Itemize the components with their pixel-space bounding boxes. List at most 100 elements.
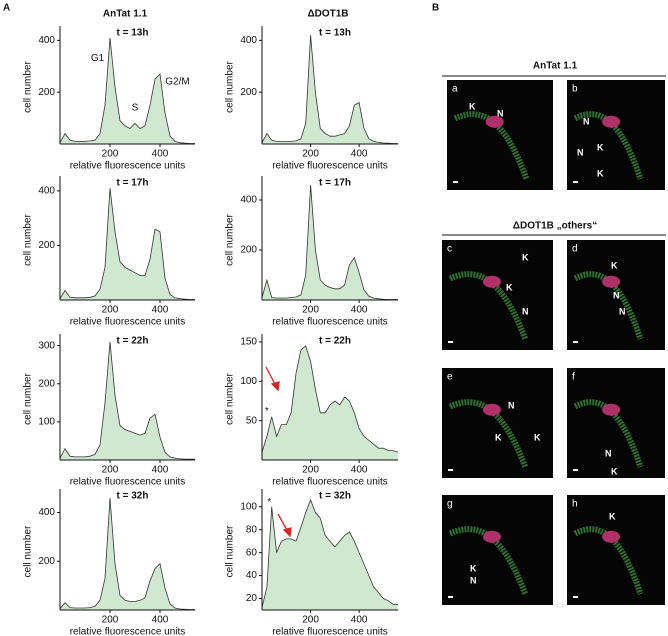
area-fill	[262, 35, 398, 145]
area-fill	[60, 188, 195, 300]
y-axis-label: cell number	[23, 525, 34, 577]
area-line	[59, 341, 195, 460]
image-label: N	[583, 116, 590, 126]
image-letter: d	[572, 244, 578, 255]
x-tick-label: 400	[351, 615, 368, 626]
x-axis-label: relative fluorescence units	[70, 477, 186, 488]
y-tick-label: 400	[38, 186, 55, 197]
scale-bar	[573, 341, 578, 343]
y-tick-label: 100	[38, 417, 55, 428]
image-letter: a	[452, 84, 458, 95]
x-tick-label: 200	[302, 149, 319, 160]
x-axis-label: relative fluorescence units	[70, 627, 186, 636]
y-tick-label: 400	[240, 195, 257, 206]
chart-title: t = 17h	[117, 178, 149, 189]
annotation: S	[132, 102, 139, 113]
area-line	[261, 35, 398, 144]
image-label: N	[605, 448, 612, 458]
image-label: K	[495, 432, 502, 442]
annotation: G2/M	[165, 76, 189, 87]
y-axis-label: cell number	[225, 60, 236, 112]
x-tick-label: 400	[351, 149, 368, 160]
area-line	[59, 497, 195, 610]
x-tick-label: 200	[302, 465, 319, 476]
area-line	[261, 498, 398, 608]
image-label: N	[522, 306, 529, 316]
y-tick-label: 400	[240, 35, 257, 46]
x-tick-label: 200	[102, 305, 119, 316]
x-axis-label: relative fluorescence units	[70, 317, 186, 328]
y-tick-label: 40	[246, 570, 258, 581]
area-fill	[60, 37, 195, 144]
section-header: ΔDOT1B „others“	[513, 221, 597, 232]
x-axis-label: relative fluorescence units	[272, 317, 388, 328]
image-letter: c	[447, 244, 452, 255]
scale-bar	[573, 181, 578, 183]
image-label: N	[577, 147, 584, 157]
y-tick-label: 50	[246, 415, 258, 426]
image-letter: e	[447, 372, 453, 383]
area-line	[59, 37, 195, 144]
y-tick-label: 200	[240, 245, 257, 256]
y-axis-label: cell number	[225, 525, 236, 577]
chart-title: t = 32h	[117, 491, 149, 502]
x-tick-label: 400	[152, 615, 169, 626]
nucleus	[482, 275, 501, 288]
x-axis-label: relative fluorescence units	[70, 161, 186, 172]
nucleus	[602, 275, 621, 288]
x-tick-label: 200	[102, 465, 119, 476]
y-tick-label: 60	[246, 547, 258, 558]
image-letter: h	[572, 499, 578, 510]
nucleus	[482, 530, 501, 543]
micrograph	[567, 240, 665, 350]
scale-bar	[448, 596, 453, 598]
scale-bar	[573, 469, 578, 471]
scale-bar	[448, 469, 453, 471]
column-header: ΔDOT1B	[307, 9, 348, 20]
x-tick-label: 400	[351, 465, 368, 476]
micrograph	[567, 495, 665, 605]
chart-title: t = 32h	[319, 491, 351, 502]
y-axis-label: cell number	[225, 213, 236, 265]
y-axis-label: cell number	[23, 60, 34, 112]
y-tick-label: 400	[38, 507, 55, 518]
area-fill	[60, 497, 195, 610]
y-tick-label: 200	[38, 378, 55, 389]
x-tick-label: 200	[302, 615, 319, 626]
x-axis-label: relative fluorescence units	[272, 627, 388, 636]
y-tick-label: 200	[240, 87, 257, 98]
micrograph	[567, 80, 665, 190]
image-letter: b	[572, 84, 578, 95]
micrograph	[447, 80, 553, 190]
scale-bar	[453, 181, 458, 183]
x-tick-label: 400	[152, 465, 169, 476]
area-line	[261, 184, 398, 300]
image-label: K	[611, 260, 618, 270]
chart-title: t = 17h	[319, 178, 351, 189]
y-tick-label: 100	[240, 501, 257, 512]
x-axis-label: relative fluorescence units	[272, 161, 388, 172]
nucleus	[602, 115, 621, 128]
section-header: AnTat 1.1	[533, 61, 578, 72]
area-fill	[60, 341, 195, 460]
x-tick-label: 400	[351, 305, 368, 316]
image-label: K	[534, 432, 541, 442]
column-header: AnTat 1.1	[103, 9, 148, 20]
area-fill	[262, 499, 398, 610]
x-tick-label: 200	[302, 305, 319, 316]
image-label: K	[506, 282, 513, 292]
image-label: N	[497, 108, 504, 118]
micrograph	[442, 495, 553, 605]
image-label: N	[619, 306, 626, 316]
image-label: N	[508, 400, 515, 410]
nucleus	[485, 115, 504, 128]
image-label: N	[470, 575, 477, 585]
micrograph	[442, 368, 553, 478]
y-tick-label: 80	[246, 524, 258, 535]
image-label: K	[611, 466, 618, 476]
image-label: K	[469, 101, 476, 111]
annotation: G1	[91, 53, 105, 64]
y-axis-label: cell number	[23, 213, 34, 265]
nucleus	[602, 403, 621, 416]
